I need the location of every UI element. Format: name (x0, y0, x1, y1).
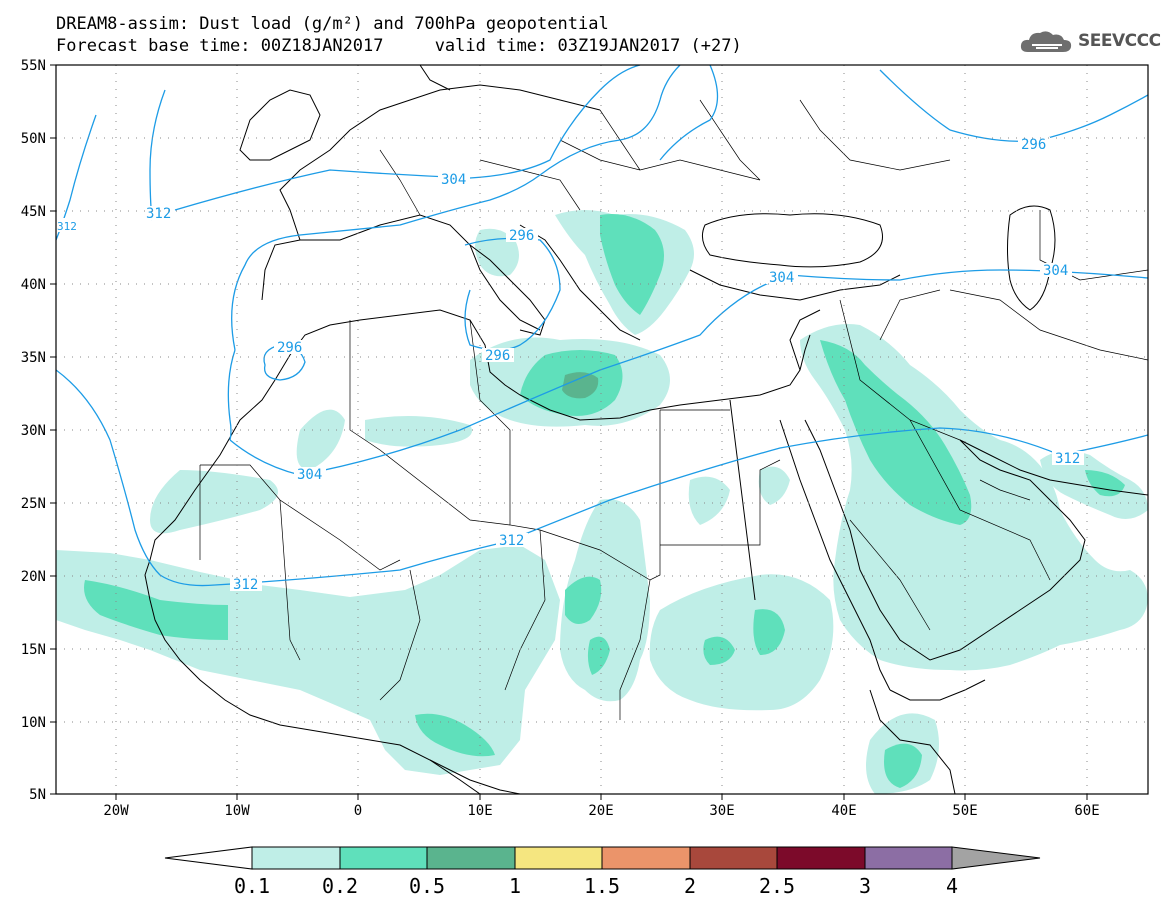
colorbar-label: 0.2 (322, 874, 358, 898)
colorbar-label: 1 (509, 874, 521, 898)
contour-label: 304 (1043, 263, 1068, 279)
lat-label: 10N (21, 715, 46, 731)
colorbar-label: 3 (859, 874, 871, 898)
colorbar-label: 4 (946, 874, 958, 898)
lon-label: 40E (831, 803, 856, 819)
lon-label: 10W (224, 803, 250, 819)
map-title: DREAM8-assim: Dust load (g/m²) and 700hP… (56, 14, 609, 34)
map-subtitle: Forecast base time: 00Z18JAN2017 valid t… (56, 36, 742, 56)
contour-label: 296 (1021, 137, 1046, 153)
colorbar-label: 2 (684, 874, 696, 898)
colorbar-label: 1.5 (584, 874, 620, 898)
contour-label: 304 (441, 172, 466, 188)
lat-label: 35N (21, 350, 46, 366)
dust-area-light (56, 210, 1148, 794)
contour-label: 312 (499, 533, 524, 549)
contour-label: 296 (485, 348, 510, 364)
colorbar-label: 0.5 (409, 874, 445, 898)
colorbar-segment (601, 846, 691, 870)
lat-label: 5N (29, 787, 46, 803)
lon-label: 30E (709, 803, 734, 819)
contour-label: 312 (1055, 451, 1080, 467)
lon-label: 50E (952, 803, 977, 819)
lon-label: 60E (1074, 803, 1099, 819)
colorbar (164, 846, 1041, 870)
lon-label: 20W (103, 803, 129, 819)
lon-label: 10E (467, 803, 492, 819)
lat-label: 40N (21, 277, 46, 293)
lat-label: 30N (21, 423, 46, 439)
cloud-icon (1020, 31, 1072, 52)
colorbar-segment (426, 846, 516, 870)
colorbar-segment (776, 846, 866, 870)
dust-area-medium (84, 214, 1125, 788)
contour-labels: 312 304 296 296 296 304 304 312 312 312 … (56, 137, 1084, 593)
lat-label: 55N (21, 58, 46, 74)
lon-label: 20E (588, 803, 613, 819)
colorbar-label: 0.1 (234, 874, 270, 898)
contour-label: 312 (146, 206, 171, 222)
contour-label: 312 (57, 220, 77, 233)
lon-label: 0 (354, 803, 362, 819)
lat-label: 15N (21, 642, 46, 658)
tick-marks (50, 64, 1088, 800)
colorbar-segment (339, 846, 428, 870)
lat-label: 25N (21, 496, 46, 512)
longitude-labels: 20W 10W 0 10E 20E 30E 40E 50E 60E (103, 803, 1099, 819)
political-borders (199, 99, 1148, 720)
logo: SEEVCCC (1018, 28, 1161, 54)
latitude-labels: 55N 50N 45N 40N 35N 30N 25N 20N 15N 10N … (21, 58, 46, 803)
contour-label: 304 (297, 467, 322, 483)
colorbar-segment (164, 846, 253, 870)
colorbar-label: 2.5 (759, 874, 795, 898)
colorbar-segment (951, 846, 1041, 870)
lat-label: 50N (21, 131, 46, 147)
geopotential-contours (56, 65, 1148, 587)
contour-label: 304 (769, 270, 794, 286)
colorbar-segment (689, 846, 778, 870)
dust-area-dark (562, 372, 599, 399)
lat-label: 20N (21, 569, 46, 585)
lat-label: 45N (21, 204, 46, 220)
contour-label: 296 (509, 228, 534, 244)
contour-label: 296 (277, 340, 302, 356)
colorbar-labels: 0.1 0.2 0.5 1 1.5 2 2.5 3 4 (234, 874, 958, 898)
colorbar-segment (514, 846, 603, 870)
colorbar-segment (864, 846, 953, 870)
logo-text: SEEVCCC (1078, 31, 1161, 51)
contour-label: 312 (233, 577, 258, 593)
colorbar-segment (251, 846, 341, 870)
